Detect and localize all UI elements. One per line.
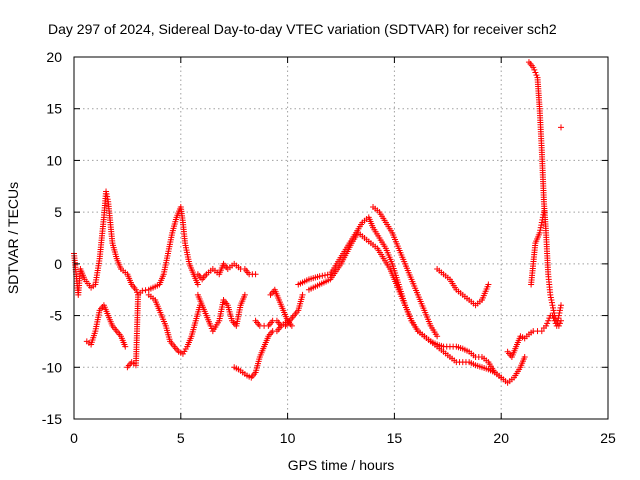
data-point	[551, 309, 558, 316]
data-point	[103, 188, 110, 195]
plot-frame	[73, 56, 609, 420]
series-track-i	[267, 286, 295, 329]
data-point	[556, 309, 563, 316]
x-tick-label: 5	[177, 430, 185, 446]
data-point	[548, 297, 555, 304]
data-point	[556, 307, 563, 314]
data-point	[538, 222, 545, 229]
data-point	[540, 209, 547, 216]
y-tick-label: -5	[50, 308, 63, 324]
data-point	[104, 196, 111, 203]
data-point	[558, 302, 565, 309]
data-point	[104, 193, 111, 200]
series-track-c	[124, 203, 201, 371]
data-point	[537, 224, 544, 231]
data-point	[548, 299, 555, 306]
data-point	[498, 374, 505, 381]
data-point	[547, 291, 554, 298]
x-tick-label: 10	[280, 430, 296, 446]
y-tick-label: 5	[54, 204, 62, 220]
data-point	[547, 294, 554, 301]
chart-title: Day 297 of 2024, Sidereal Day-to-day VTE…	[48, 21, 557, 37]
data-point	[543, 322, 550, 329]
x-tick-label: 0	[70, 430, 78, 446]
data-point	[288, 322, 295, 329]
data-point	[551, 312, 558, 319]
data-point	[552, 315, 559, 322]
data-point	[539, 214, 546, 221]
data-point	[132, 286, 139, 293]
series-track-g	[231, 317, 291, 381]
data-point	[531, 66, 538, 73]
data-point	[544, 320, 551, 327]
series-track-p	[528, 209, 547, 288]
data-point	[241, 291, 248, 298]
data-point	[558, 317, 565, 324]
data-point	[539, 216, 546, 223]
series-track-e	[194, 260, 259, 283]
data-point	[538, 328, 545, 335]
data-point	[103, 191, 110, 198]
series-track-d	[145, 291, 204, 357]
data-point	[549, 304, 556, 311]
data-point	[558, 124, 565, 131]
series-track-m	[434, 266, 492, 309]
data-point	[252, 271, 259, 278]
data-point	[537, 227, 544, 234]
y-tick-label: -15	[42, 411, 62, 427]
series-track-b	[83, 302, 129, 350]
data-point	[194, 281, 201, 288]
tick-layer: 0 5 10 15 20 25 -15 -10 -5 0 5 10 15 20	[42, 49, 616, 446]
x-axis-label: GPS time / hours	[288, 457, 395, 473]
data-point	[485, 281, 492, 288]
data-point	[532, 69, 539, 76]
y-tick-label: 15	[46, 101, 62, 117]
data-point	[142, 287, 149, 294]
series-track-j	[295, 214, 528, 386]
series-track-q	[558, 124, 565, 131]
x-tick-label: 15	[387, 430, 403, 446]
data-point	[321, 272, 328, 279]
data-layer	[71, 59, 565, 386]
y-tick-label: -10	[42, 359, 62, 375]
y-tick-label: 20	[46, 49, 62, 65]
data-point	[545, 317, 552, 324]
data-point	[521, 353, 528, 360]
data-point	[533, 72, 540, 79]
data-point	[555, 322, 562, 329]
data-point	[557, 304, 564, 311]
grid-layer	[74, 57, 608, 419]
series-track-k	[305, 229, 505, 381]
data-point	[536, 229, 543, 236]
data-point	[556, 320, 563, 327]
series-track-o	[525, 59, 565, 329]
x-tick-label: 25	[600, 430, 616, 446]
data-point	[550, 307, 557, 314]
data-point	[207, 322, 214, 329]
x-tick-label: 20	[493, 430, 509, 446]
series-track-a	[71, 188, 142, 298]
data-point	[434, 333, 441, 340]
data-point	[139, 287, 146, 294]
data-point	[549, 302, 556, 309]
data-point	[530, 64, 537, 71]
data-point	[540, 211, 547, 218]
data-point	[122, 343, 129, 350]
y-tick-label: 0	[54, 256, 62, 272]
data-point	[299, 291, 306, 298]
series-track-f	[194, 291, 248, 335]
y-tick-label: 10	[46, 152, 62, 168]
y-axis-label: SDTVAR / TECUs	[5, 182, 21, 294]
data-point	[134, 289, 141, 296]
series-track-l	[370, 203, 441, 340]
data-point	[319, 272, 326, 279]
data-point	[316, 273, 323, 280]
data-point	[324, 271, 331, 278]
data-point	[538, 219, 545, 226]
